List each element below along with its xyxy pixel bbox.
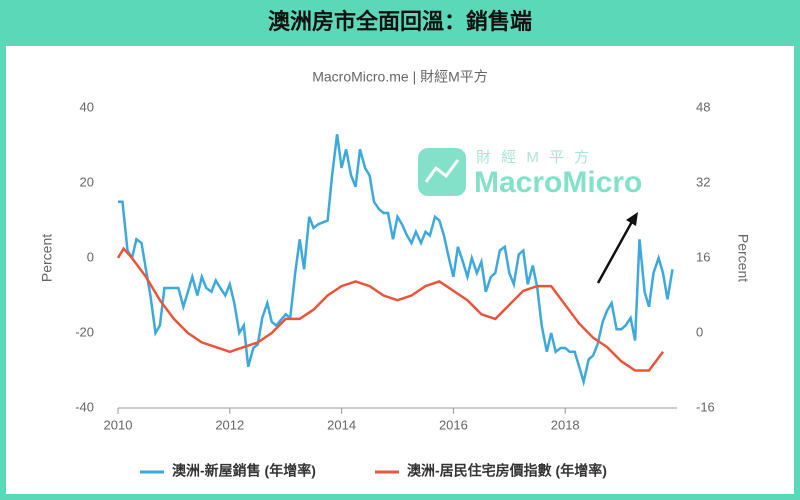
y-tick-label: 40 [80, 99, 94, 114]
annotation-arrow [596, 217, 636, 284]
y-tick-label: 20 [80, 174, 94, 189]
x-tick-label: 2014 [327, 417, 356, 432]
y2-tick-label: 48 [696, 99, 710, 114]
legend-label: 澳洲-居民住宅房價指數 (年增率) [407, 463, 607, 479]
x-tick-label: 2012 [215, 417, 244, 432]
y-tick-label: -40 [75, 399, 94, 414]
watermark: 財 經 M 平 方 MacroMicro [418, 148, 642, 199]
watermark-brand: MacroMicro [474, 166, 642, 199]
x-tick-label: 2016 [439, 417, 468, 432]
y-axis-label: Percent [39, 234, 55, 282]
y2-tick-label: 16 [696, 249, 710, 264]
y-tick-label: 0 [87, 249, 94, 264]
x-tick-label: 2018 [551, 417, 580, 432]
chart-title: 澳洲房市全面回溫：銷售端 [268, 9, 532, 34]
logo-line [424, 159, 460, 183]
y2-tick-label: 32 [696, 174, 710, 189]
legend-label: 澳洲-新屋銷售 (年增率) [172, 463, 316, 479]
watermark-top: 財 經 M 平 方 [476, 149, 592, 166]
arrow-head [626, 212, 638, 226]
series-line [116, 246, 665, 372]
x-tick-label: 2010 [104, 417, 133, 432]
y2-tick-label: 0 [696, 324, 703, 339]
series-line [118, 134, 674, 387]
y2-tick-label: -16 [696, 399, 715, 414]
y2-axis-label: Percent [735, 234, 751, 282]
y-tick-label: -20 [75, 324, 94, 339]
subtitle: MacroMicro.me | 財經M平方 [312, 69, 488, 85]
